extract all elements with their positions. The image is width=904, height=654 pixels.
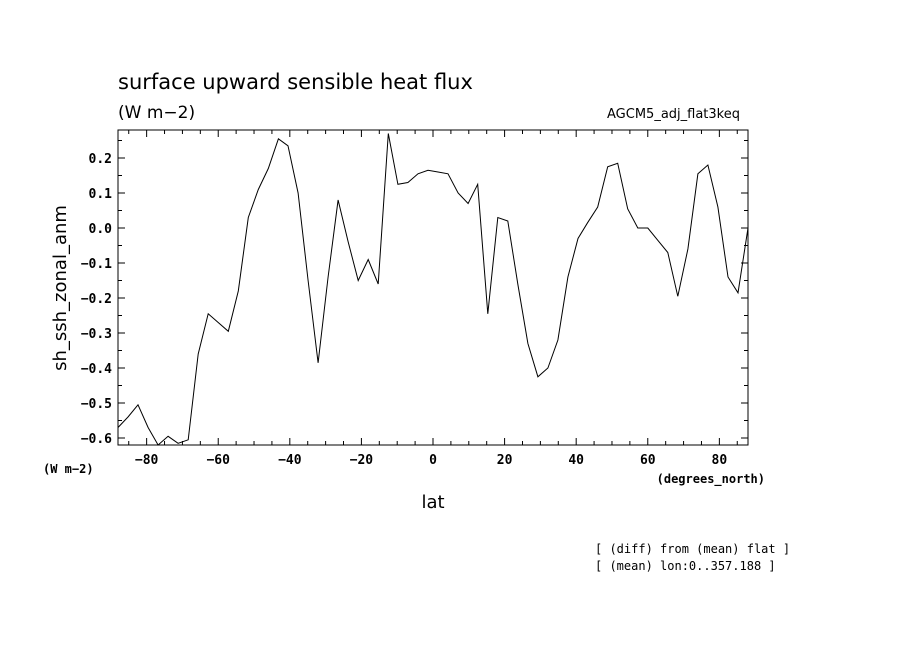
x-tick-label: 80 (712, 453, 728, 468)
x-axis-ticks: −80 −60 −40 −20 0 20 40 60 80 (128, 130, 738, 468)
x-tick-label: −80 (135, 453, 159, 468)
y-tick-label: −0.2 (81, 292, 112, 307)
run-name: AGCM5_adj_flat3keq (607, 107, 740, 122)
x-axis-units: (degrees_north) (657, 472, 765, 487)
plot-frame (117, 129, 749, 446)
x-tick-label: 20 (497, 453, 513, 468)
chart-title: surface upward sensible heat flux (118, 70, 473, 94)
x-axis-label: lat (421, 492, 444, 513)
y-tick-label: 0.1 (89, 187, 113, 202)
x-tick-label: 40 (568, 453, 584, 468)
x-tick-label: 0 (429, 453, 437, 468)
y-axis-label: sh_ssh_zonal_anm (50, 205, 71, 371)
y-tick-label: −0.5 (81, 397, 112, 412)
y-tick-label: −0.6 (81, 432, 112, 447)
x-tick-label: −20 (350, 453, 374, 468)
y-axis-units: (W m−2) (43, 462, 94, 476)
note-diff: [ (diff) from (mean) flat ] (595, 542, 790, 556)
chart-units: (W m−2) (118, 103, 195, 123)
x-tick-label: 60 (640, 453, 656, 468)
x-tick-label: −60 (206, 453, 230, 468)
x-tick-label: −40 (278, 453, 302, 468)
y-axis-ticks: 0.2 0.1 0.0 −0.1 −0.2 −0.3 −0.4 −0.5 −0.6 (81, 140, 748, 447)
y-tick-label: −0.1 (81, 257, 112, 272)
y-tick-label: 0.0 (89, 222, 113, 237)
note-mean: [ (mean) lon:0..357.188 ] (595, 559, 776, 573)
series-line (117, 133, 749, 446)
y-tick-label: 0.2 (89, 152, 112, 167)
y-tick-label: −0.4 (81, 362, 112, 377)
y-tick-label: −0.3 (81, 327, 112, 342)
